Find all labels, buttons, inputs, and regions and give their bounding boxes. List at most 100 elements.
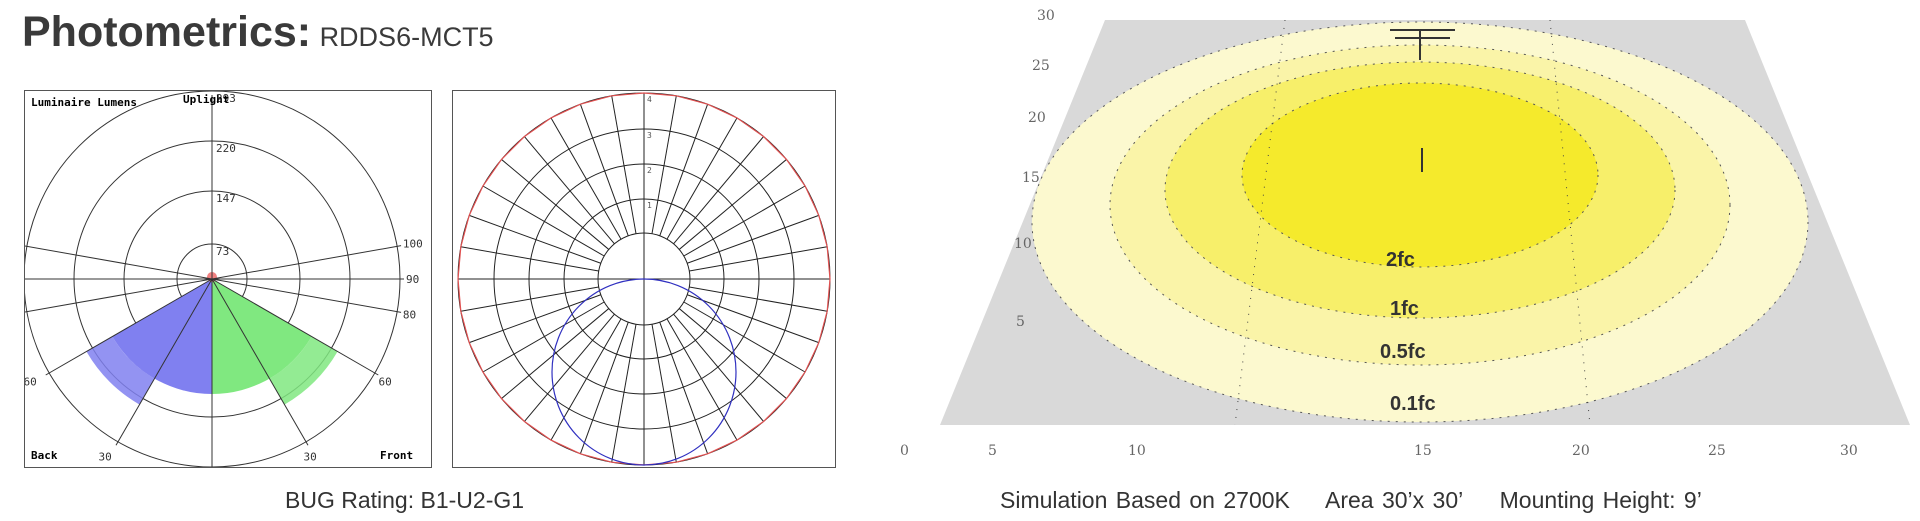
bug-angle-label: 90 xyxy=(406,273,419,286)
simulation-height: Mounting Height: 9’ xyxy=(1499,487,1702,513)
candela-polar-chart: 1 2 3 4 xyxy=(452,90,836,468)
x-tick: 15 xyxy=(1414,443,1432,459)
bug-ring-label: 220 xyxy=(216,142,236,155)
bug-ring-label: 147 xyxy=(216,192,236,205)
bug-angle-label: 60 xyxy=(25,376,37,389)
candela-spoke xyxy=(501,308,610,399)
candela-spoke xyxy=(524,136,615,245)
y-tick: 20 xyxy=(1028,110,1046,126)
candela-spoke xyxy=(687,294,819,344)
candela-ring-labels: 1 2 3 4 xyxy=(647,95,652,210)
bug-spoke xyxy=(211,245,402,280)
bug-spoke xyxy=(211,278,379,376)
candela-spoke xyxy=(611,95,637,234)
bug-spoke xyxy=(211,278,402,313)
candela-spoke xyxy=(666,318,738,441)
candela-spoke xyxy=(689,286,828,312)
bug-angle-label: 30 xyxy=(304,451,317,464)
contour-label-1fc: 1fc xyxy=(1390,298,1419,320)
bug-spokes xyxy=(25,95,404,467)
candela-ring-label: 3 xyxy=(647,131,652,140)
contour-label-0.5fc: 0.5fc xyxy=(1380,341,1426,363)
front-label: Front xyxy=(380,449,413,462)
contour-label-0.1fc: 0.1fc xyxy=(1390,393,1436,415)
front-zone-outer xyxy=(269,336,338,405)
candela-ring-label: 2 xyxy=(647,166,652,175)
candela-spoke xyxy=(666,117,738,240)
candela-distribution xyxy=(551,278,737,466)
uplight-label: Uplight xyxy=(183,93,229,106)
luminaire-lumens-label: Luminaire Lumens xyxy=(31,96,137,109)
front-zone-inner xyxy=(212,279,312,394)
candela-spoke xyxy=(683,301,806,373)
contour-rings xyxy=(1031,21,1809,423)
y-tick: 30 xyxy=(1037,8,1055,24)
bug-angle-label: 30 xyxy=(99,451,112,464)
bug-labels: 7314722029310010090908080606030300 xyxy=(25,92,423,464)
bug-spoke xyxy=(25,278,213,313)
candela-spoke xyxy=(673,313,764,422)
contour-labels: 2fc 1fc 0.5fc 0.1fc xyxy=(1380,249,1436,415)
bug-angle-label: 100 xyxy=(403,237,423,250)
candela-ring-label: 1 xyxy=(647,201,652,210)
isofootcandle-simulation: 30 25 20 15 10 5 0 5 10 15 20 25 30 2fc 1fc 0.5fc 0.1fc xyxy=(900,0,1920,470)
contour-markings xyxy=(1234,19,1591,426)
bug-zones xyxy=(86,272,338,405)
title-main: Photometrics: xyxy=(22,8,312,56)
simulation-basis: Simulation Based on 2700K xyxy=(1000,487,1290,513)
model-number: RDDS6-MCT5 xyxy=(319,22,494,52)
bug-rating-chart: 7314722029310010090908080606030300 Lumin… xyxy=(24,90,432,468)
back-zone-outer xyxy=(86,336,155,405)
bug-chart-svg: 7314722029310010090908080606030300 Lumin… xyxy=(25,91,423,467)
bug-angle-label: 60 xyxy=(379,376,392,389)
axis-ticks: 30 25 20 15 10 5 0 5 10 15 20 25 30 xyxy=(900,8,1858,459)
contour-label-2fc: 2fc xyxy=(1386,249,1415,271)
bug-ring-label: 293 xyxy=(216,92,236,105)
bug-spoke xyxy=(115,278,213,446)
bug-ring-label: 73 xyxy=(216,245,229,258)
candela-spoke xyxy=(550,117,622,240)
x-tick: 20 xyxy=(1572,443,1590,459)
contour-2fc xyxy=(1241,82,1599,268)
candela-spoke xyxy=(678,159,787,250)
y-tick: 10 xyxy=(1014,236,1032,252)
bug-spoke xyxy=(211,278,309,446)
bug-angle-label: 80 xyxy=(403,309,416,322)
candela-spoke xyxy=(651,95,677,234)
back-zone-inner xyxy=(112,279,212,394)
simulation-svg: 30 25 20 15 10 5 0 5 10 15 20 25 30 2fc 1fc 0.5fc 0.1fc xyxy=(900,8,1910,459)
candela-spoke xyxy=(659,104,709,236)
candela-spoke xyxy=(689,246,828,272)
x-tick: 30 xyxy=(1840,443,1858,459)
candela-spoke xyxy=(469,214,601,264)
back-label: Back xyxy=(31,449,58,462)
candela-spoke xyxy=(683,185,806,257)
x-tick: 0 xyxy=(900,443,909,459)
candela-spoke xyxy=(651,324,677,463)
candela-spoke xyxy=(611,324,637,463)
y-tick: 25 xyxy=(1032,58,1050,74)
candela-spoke xyxy=(678,308,787,399)
candela-spoke xyxy=(460,286,599,312)
candela-spoke xyxy=(469,294,601,344)
candela-spoke xyxy=(460,246,599,272)
candela-spoke xyxy=(673,136,764,245)
candela-spoke xyxy=(550,318,622,441)
candela-spoke xyxy=(482,301,605,373)
candela-spoke xyxy=(687,214,819,264)
bug-spoke xyxy=(45,278,213,376)
y-tick: 5 xyxy=(1016,314,1025,330)
bug-spoke xyxy=(25,245,213,280)
candela-spoke xyxy=(659,322,709,454)
candela-spoke xyxy=(579,322,629,454)
bug-rating-caption: BUG Rating: B1-U2-G1 xyxy=(285,487,525,513)
candela-spoke xyxy=(501,159,610,250)
page-title: Photometrics: RDDS6-MCT5 xyxy=(22,8,494,57)
x-tick: 10 xyxy=(1128,443,1146,459)
y-tick: 15 xyxy=(1022,170,1040,186)
candela-spoke xyxy=(579,104,629,236)
simulation-area: Area 30’x 30’ xyxy=(1325,487,1464,513)
x-tick: 5 xyxy=(988,443,997,459)
candela-curves xyxy=(457,92,831,466)
candela-spoke xyxy=(524,313,615,422)
